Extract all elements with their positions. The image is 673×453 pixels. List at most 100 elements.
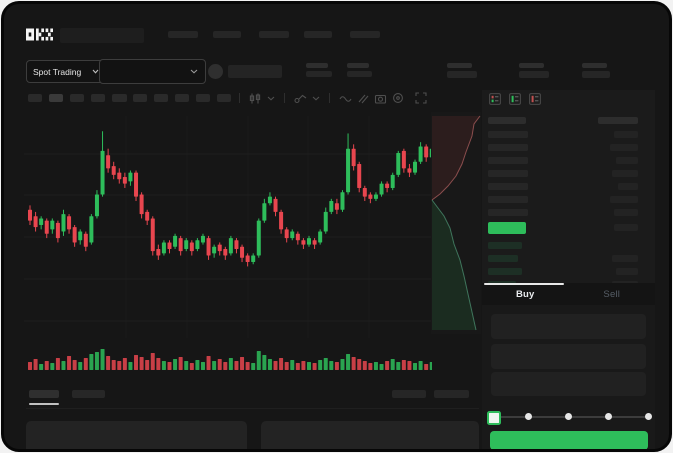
orderbook-bid-row[interactable]: [482, 265, 655, 278]
timeframe-button[interactable]: [91, 94, 105, 102]
amount-bar-placeholder: [614, 209, 638, 216]
tab-buy[interactable]: Buy: [482, 283, 569, 305]
bottom-tab-indicator: [29, 403, 59, 405]
stat-value-placeholder: [306, 71, 332, 77]
chevron-down-icon[interactable]: [267, 96, 275, 101]
amount-slider[interactable]: [482, 407, 655, 427]
amount-bar-placeholder: [616, 268, 638, 275]
orderbook-ask-row[interactable]: [482, 154, 655, 167]
stat-label-placeholder: [582, 63, 607, 68]
amount-bar-placeholder: [610, 144, 638, 151]
bottom-tab-active[interactable]: [29, 390, 59, 398]
stat-label-placeholder: [447, 63, 472, 68]
tab-sell-label: Sell: [603, 288, 621, 300]
indicator-icon[interactable]: [294, 93, 307, 104]
tab-sell[interactable]: Sell: [569, 283, 656, 305]
stat-label-placeholder: [306, 63, 328, 68]
price-bar-placeholder: [488, 268, 522, 275]
candles-icon[interactable]: [249, 93, 262, 104]
nav-item-placeholder[interactable]: [350, 31, 380, 38]
stat-value-placeholder: [582, 71, 610, 78]
camera-icon[interactable]: [374, 93, 387, 104]
price-chart-svg: [24, 116, 432, 370]
nav-item-placeholder[interactable]: [304, 31, 332, 38]
order-form: [482, 305, 655, 449]
settings-icon[interactable]: [392, 92, 404, 104]
timeframe-button[interactable]: [175, 94, 189, 102]
pair-select[interactable]: [99, 59, 206, 84]
book-combined-icon[interactable]: [489, 93, 501, 105]
chevron-down-icon: [92, 69, 99, 74]
active-tab-indicator: [484, 283, 564, 285]
market-type-select[interactable]: Spot Trading: [26, 60, 106, 83]
price-bar-placeholder: [488, 196, 528, 203]
fullscreen-icon[interactable]: [415, 92, 427, 104]
stat-value-placeholder: [447, 71, 477, 78]
timeframe-button[interactable]: [196, 94, 210, 102]
amount-bar-placeholder: [610, 196, 638, 203]
pair-name-placeholder: [228, 65, 282, 78]
okx-logo[interactable]: [26, 27, 53, 42]
timeframe-button[interactable]: [70, 94, 84, 102]
orderbook-ask-row[interactable]: [482, 206, 655, 219]
price-bar-placeholder: [488, 183, 528, 190]
amount-bar-placeholder: [612, 170, 638, 177]
orderbook-ask-row[interactable]: [482, 180, 655, 193]
price-bar-placeholder: [488, 170, 528, 177]
buy-submit-button[interactable]: [490, 431, 648, 449]
depth-chart-svg: [431, 115, 481, 331]
order-total-field[interactable]: [491, 372, 646, 396]
divider: [26, 408, 479, 409]
slider-dot[interactable]: [524, 413, 532, 420]
orderbook-bid-row[interactable]: [482, 239, 655, 252]
timeframe-button[interactable]: [217, 94, 231, 102]
price-chart[interactable]: [24, 110, 432, 372]
nav-item-placeholder[interactable]: [259, 31, 289, 38]
slider-dot[interactable]: [604, 413, 612, 420]
timeframe-button[interactable]: [133, 94, 147, 102]
orderbook-ask-row[interactable]: [482, 167, 655, 180]
line-tool-icon[interactable]: [339, 93, 352, 104]
order-amount-field[interactable]: [491, 344, 646, 369]
slider-dot[interactable]: [564, 413, 572, 420]
orderbook-panel: Buy Sell: [482, 90, 655, 449]
last-price-amount-placeholder: [614, 224, 638, 231]
trade-tabs: Buy Sell: [482, 283, 655, 305]
draw-tool-icon[interactable]: [357, 93, 369, 104]
orders-table-placeholder: [26, 421, 247, 449]
book-bids-icon[interactable]: [509, 93, 521, 105]
orderbook-bid-row[interactable]: [482, 252, 655, 265]
orderbook-col-header-price: [488, 117, 526, 124]
price-bar-placeholder: [488, 144, 528, 151]
tab-buy-label: Buy: [515, 288, 535, 300]
book-asks-icon[interactable]: [529, 93, 541, 105]
bottom-action-placeholder[interactable]: [392, 390, 426, 398]
search-placeholder[interactable]: [60, 28, 144, 43]
slider-handle[interactable]: [487, 411, 501, 425]
stat-value-placeholder: [519, 71, 549, 78]
timeframe-button-active[interactable]: [49, 94, 63, 102]
divider: [329, 93, 330, 103]
amount-bar-placeholder: [612, 255, 638, 262]
order-price-field[interactable]: [491, 314, 646, 339]
chevron-down-icon: [190, 69, 198, 74]
last-price-badge[interactable]: [488, 222, 526, 234]
timeframe-button[interactable]: [112, 94, 127, 102]
price-bar-placeholder: [488, 255, 518, 262]
bottom-action-placeholder[interactable]: [434, 390, 469, 398]
orderbook-ask-row[interactable]: [482, 141, 655, 154]
price-bar-placeholder: [488, 131, 528, 138]
chevron-down-icon[interactable]: [312, 96, 320, 101]
nav-item-placeholder[interactable]: [168, 31, 198, 38]
okx-logo-icon: [26, 28, 53, 41]
amount-bar-placeholder: [614, 131, 638, 138]
slider-dot[interactable]: [644, 413, 652, 420]
orderbook-ask-row[interactable]: [482, 128, 655, 141]
orderbook-col-header-amount: [598, 117, 638, 124]
timeframe-button[interactable]: [28, 94, 42, 102]
bottom-tab[interactable]: [72, 390, 105, 398]
timeframe-button[interactable]: [154, 94, 168, 102]
nav-item-placeholder[interactable]: [213, 31, 241, 38]
orderbook-ask-row[interactable]: [482, 193, 655, 206]
